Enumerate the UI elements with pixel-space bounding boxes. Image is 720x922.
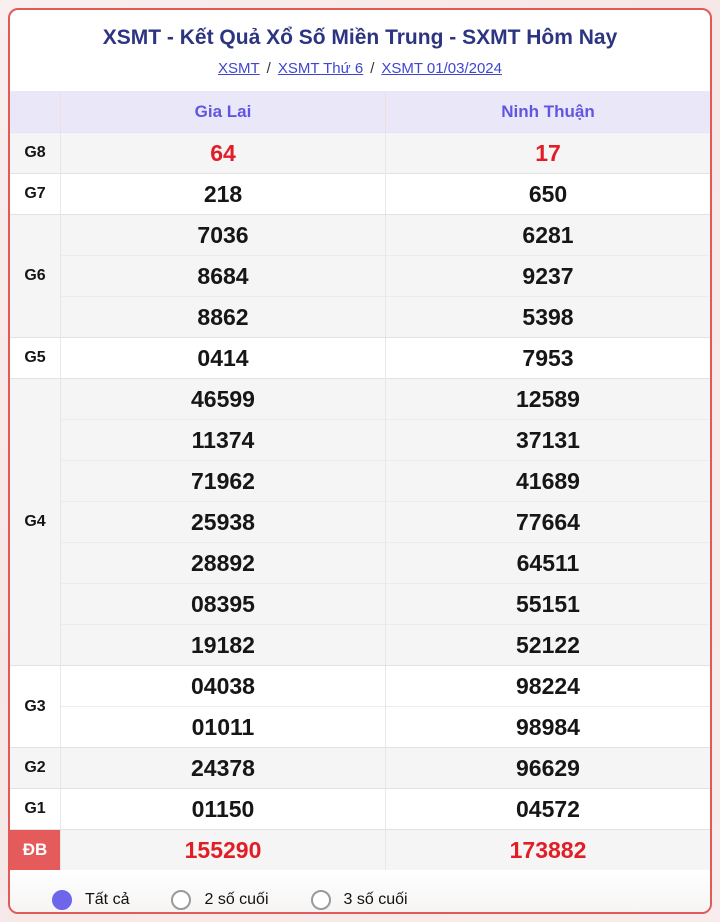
radio-button-icon[interactable] xyxy=(171,890,192,910)
result-number: 8862 xyxy=(61,296,385,337)
prize-value-column: 98224 98984 xyxy=(385,666,710,747)
result-number: 5398 xyxy=(386,296,710,337)
result-number: 25938 xyxy=(61,501,385,542)
prize-value-column: 46599 11374 71962 25938 28892 08395 19182 xyxy=(60,379,385,665)
prize-row: G8 64 17 xyxy=(10,133,710,173)
result-number: 9237 xyxy=(386,255,710,296)
prize-value-column: 0414 xyxy=(60,338,385,378)
result-number: 04572 xyxy=(516,795,580,822)
result-number: 19182 xyxy=(61,624,385,665)
filter-option[interactable]: Tất cả xyxy=(52,890,129,910)
result-number: 08395 xyxy=(61,583,385,624)
result-number: 04038 xyxy=(191,672,255,699)
prize-row: G2 24378 96629 xyxy=(10,747,710,788)
result-number: 6281 xyxy=(522,221,574,248)
filter-option-label: 2 số cuối xyxy=(204,891,269,908)
prize-value-column: 01150 xyxy=(60,789,385,829)
results-card: XSMT - Kết Quả Xổ Số Miền Trung - SXMT H… xyxy=(8,8,712,914)
result-number: 0414 xyxy=(197,344,249,371)
prize-label: G7 xyxy=(24,185,46,202)
prize-value-column: 12589 37131 41689 77664 64511 55151 52122 xyxy=(385,379,710,665)
result-number: 17 xyxy=(535,139,561,166)
result-number: 41689 xyxy=(386,460,710,501)
prize-value-column: 218 xyxy=(60,174,385,214)
breadcrumb-link[interactable]: XSMT 01/03/2024 xyxy=(381,60,502,77)
page-title: XSMT - Kết Quả Xổ Số Miền Trung - SXMT H… xyxy=(102,26,618,49)
result-number: 01150 xyxy=(191,795,255,822)
result-number: 173882 xyxy=(509,836,587,863)
result-number: 71962 xyxy=(61,460,385,501)
breadcrumb-separator: / xyxy=(266,60,271,77)
result-number: 155290 xyxy=(184,836,262,863)
result-number: 52122 xyxy=(386,624,710,665)
prize-value-column: 04572 xyxy=(385,789,710,829)
result-number: 98984 xyxy=(386,706,710,747)
prize-value-column: 7953 xyxy=(385,338,710,378)
result-number: 218 xyxy=(203,180,243,207)
prize-label-special: ĐB xyxy=(10,830,60,870)
result-number: 64511 xyxy=(386,542,710,583)
result-number: 64 xyxy=(210,139,236,166)
prize-row: G5 0414 7953 xyxy=(10,337,710,378)
prize-value-column: 04038 01011 xyxy=(60,666,385,747)
prize-label: G5 xyxy=(24,349,46,366)
prize-row: G6 7036 8684 8862 6281 9237 5398 xyxy=(10,214,710,337)
prize-row: ĐB 155290 173882 xyxy=(10,829,710,870)
result-number: 11374 xyxy=(61,419,385,460)
prize-value-column: 650 xyxy=(385,174,710,214)
prize-label: G3 xyxy=(24,697,46,715)
result-number: 7036 xyxy=(197,221,249,248)
filter-option[interactable]: 3 số cuối xyxy=(310,890,408,910)
prize-value-column: 17 xyxy=(385,133,710,173)
result-number: 24378 xyxy=(191,754,255,781)
filter-option[interactable]: 2 số cuối xyxy=(171,890,269,910)
result-number: 37131 xyxy=(386,419,710,460)
result-number: 96629 xyxy=(516,754,580,781)
header-spacer-cell xyxy=(10,91,60,132)
prize-value-column: 7036 8684 8862 xyxy=(60,215,385,337)
prize-row: G3 04038 01011 98224 98984 xyxy=(10,665,710,747)
breadcrumb-link[interactable]: XSMT xyxy=(217,60,260,77)
result-number: 12589 xyxy=(516,385,580,412)
result-number: 650 xyxy=(528,180,568,207)
prize-label: G8 xyxy=(24,144,46,161)
radio-button-icon[interactable] xyxy=(310,890,331,910)
prize-value-column: 24378 xyxy=(60,748,385,788)
prize-value-column: 64 xyxy=(60,133,385,173)
result-number: 01011 xyxy=(61,706,385,747)
prize-value-column: 96629 xyxy=(385,748,710,788)
filter-bar: Tất cả 2 số cuối 3 số cuối xyxy=(10,870,710,912)
table-body: G8 64 17 G7 218 650 G6 7036 8684 8862 6281 9237 5398… xyxy=(10,133,710,870)
result-number: 7953 xyxy=(522,344,574,371)
breadcrumb: XSMT / XSMT Thứ 6 / XSMT 01/03/2024 xyxy=(10,60,710,78)
prize-label: G6 xyxy=(24,267,46,284)
prize-value-column: 173882 xyxy=(385,830,710,870)
results-table: Gia Lai Ninh Thuận G8 64 17 G7 218 650 G6 7036 8… xyxy=(10,91,710,870)
breadcrumb-link[interactable]: XSMT Thứ 6 xyxy=(277,60,364,77)
prize-label: G4 xyxy=(24,513,46,530)
result-number: 98224 xyxy=(516,672,580,699)
column-header-ninh-thuan: Ninh Thuận xyxy=(385,91,710,132)
table-header-row: Gia Lai Ninh Thuận xyxy=(10,91,710,133)
prize-row: G1 01150 04572 xyxy=(10,788,710,829)
result-number: 46599 xyxy=(191,385,255,412)
breadcrumb-separator: / xyxy=(370,60,375,77)
prize-value-column: 6281 9237 5398 xyxy=(385,215,710,337)
card-header: XSMT - Kết Quả Xổ Số Miền Trung - SXMT H… xyxy=(10,10,710,78)
prize-row: G7 218 650 xyxy=(10,173,710,214)
result-number: 8684 xyxy=(61,255,385,296)
prize-row: G4 46599 11374 71962 25938 28892 08395 19182 125… xyxy=(10,378,710,665)
column-header-gia-lai: Gia Lai xyxy=(60,91,385,132)
radio-button-icon[interactable] xyxy=(52,890,72,910)
prize-label: G2 xyxy=(24,759,46,776)
prize-value-column: 155290 xyxy=(60,830,385,870)
result-number: 77664 xyxy=(386,501,710,542)
filter-option-label: 3 số cuối xyxy=(343,891,408,908)
result-number: 55151 xyxy=(386,583,710,624)
filter-option-label: Tất cả xyxy=(85,891,130,908)
result-number: 28892 xyxy=(61,542,385,583)
prize-label: G1 xyxy=(24,800,46,817)
